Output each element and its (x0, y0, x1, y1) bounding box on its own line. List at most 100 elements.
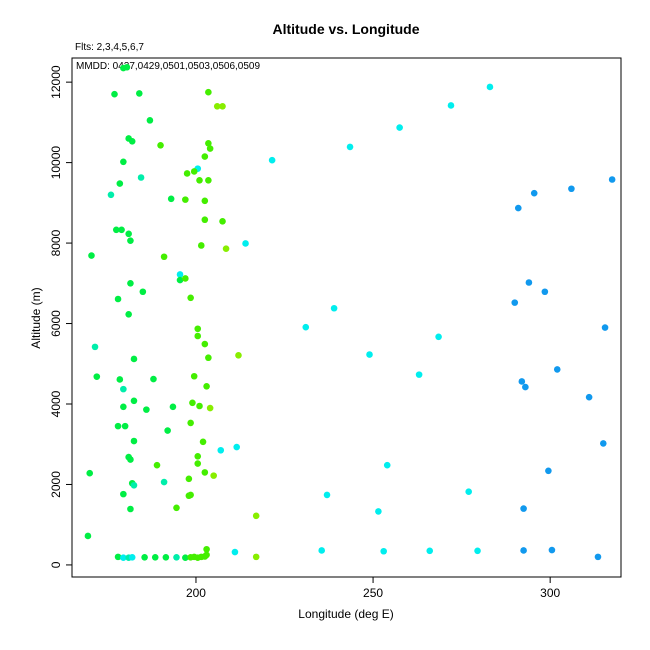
data-point (196, 177, 203, 184)
data-point (205, 139, 212, 147)
data-point (201, 469, 209, 476)
data-point (120, 554, 127, 561)
data-point (111, 90, 118, 98)
data-point (511, 299, 519, 306)
data-point (447, 102, 455, 109)
data-point (380, 547, 387, 555)
plot-frame (71, 57, 622, 578)
data-point (182, 275, 189, 282)
data-point (383, 461, 391, 469)
data-point (128, 137, 136, 145)
data-point (189, 399, 196, 407)
data-point (206, 404, 214, 412)
data-point (213, 102, 221, 110)
data-point (548, 546, 556, 554)
data-point (568, 185, 575, 193)
data-point (302, 323, 310, 331)
data-point (206, 145, 214, 152)
data-point (203, 382, 210, 390)
data-point (153, 461, 161, 469)
data-point (123, 63, 131, 71)
data-point (210, 472, 217, 479)
data-point (599, 440, 607, 447)
data-point (182, 196, 189, 203)
y-tick-label: 12000 (49, 65, 63, 99)
data-point (185, 475, 193, 483)
data-point (268, 156, 276, 164)
data-point (120, 490, 127, 498)
data-point (162, 553, 170, 561)
data-point (88, 252, 95, 259)
data-point (121, 422, 129, 430)
data-point (375, 508, 382, 515)
data-point (169, 403, 177, 411)
data-point (86, 469, 94, 477)
x-axis: 200 250 300 (186, 577, 560, 600)
data-point (112, 226, 120, 234)
data-point (160, 253, 168, 261)
y-tick-label: 4000 (49, 390, 63, 417)
data-point (143, 406, 150, 413)
data-point (167, 195, 175, 203)
data-point (203, 545, 210, 553)
data-point (520, 505, 527, 512)
x-tick-label: 200 (186, 586, 206, 600)
data-point (465, 488, 472, 496)
data-point (185, 492, 193, 500)
x-tick-label: 250 (363, 586, 383, 600)
data-point (135, 90, 143, 97)
data-point (194, 325, 202, 333)
data-point (608, 176, 616, 183)
data-points (84, 63, 616, 561)
data-point (125, 310, 132, 318)
data-point (93, 373, 101, 380)
data-point (194, 332, 202, 340)
data-point (127, 237, 134, 244)
data-point (201, 340, 209, 348)
data-point (486, 83, 494, 91)
data-point (318, 547, 326, 554)
data-point (120, 158, 127, 166)
data-point (194, 460, 202, 467)
data-point (541, 288, 549, 296)
y-tick-label: 6000 (49, 310, 63, 337)
data-point (139, 288, 147, 296)
data-point (222, 245, 230, 253)
data-point (151, 553, 159, 561)
data-point (201, 153, 209, 160)
data-point (594, 553, 602, 561)
data-point (415, 371, 423, 378)
data-point (114, 295, 122, 303)
y-tick-label: 10000 (49, 146, 63, 180)
data-point (150, 375, 157, 383)
data-point (205, 88, 212, 96)
y-axis: 0 2000 4000 6000 8000 10000 12000 (49, 65, 72, 568)
data-point (130, 355, 138, 363)
data-point (187, 419, 194, 427)
data-point (182, 554, 189, 561)
flights-note: Flts: 2,3,4,5,6,7 (75, 42, 144, 53)
x-tick-label: 300 (540, 586, 560, 600)
data-point (426, 547, 434, 555)
data-point (530, 189, 538, 197)
data-point (130, 397, 138, 405)
data-point (525, 279, 533, 286)
data-point (187, 294, 194, 302)
data-point (201, 197, 209, 205)
data-point (160, 478, 168, 486)
data-point (125, 230, 132, 238)
data-point (137, 174, 145, 181)
data-point (514, 204, 522, 212)
data-point (176, 276, 184, 284)
data-point (107, 191, 115, 199)
data-point (197, 242, 205, 249)
y-tick-label: 0 (49, 561, 63, 568)
data-point (219, 102, 226, 110)
data-point (396, 124, 403, 131)
data-point (330, 304, 338, 312)
data-point (518, 378, 526, 385)
data-point (127, 456, 134, 463)
data-point (91, 343, 99, 351)
data-point (194, 453, 202, 460)
